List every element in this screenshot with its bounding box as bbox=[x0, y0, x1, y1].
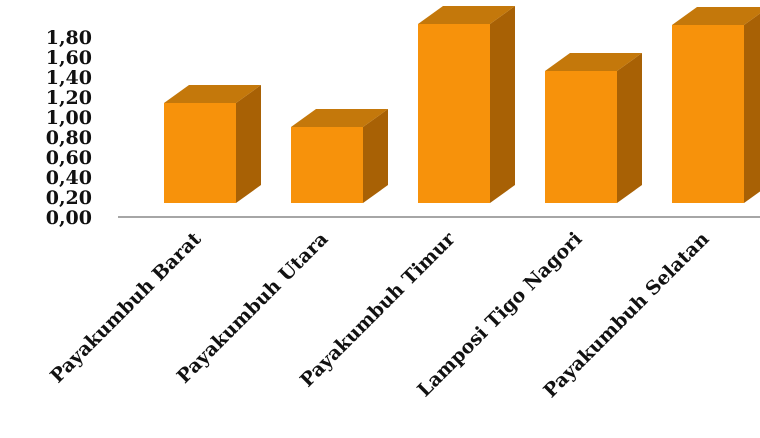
bars bbox=[164, 6, 760, 203]
y-tick-label: 1,40 bbox=[46, 67, 92, 89]
bar-side bbox=[490, 6, 515, 203]
bar-side bbox=[617, 53, 642, 203]
bar-front bbox=[164, 103, 236, 203]
bar-top bbox=[291, 109, 388, 127]
y-tick-label: 0,40 bbox=[46, 167, 92, 189]
y-tick-label: 0,20 bbox=[46, 187, 92, 209]
bar-side bbox=[744, 13, 760, 203]
y-tick-label: 1,80 bbox=[46, 27, 92, 49]
bar bbox=[672, 7, 760, 203]
bar-side bbox=[236, 85, 261, 203]
bar-front bbox=[418, 24, 490, 203]
bar bbox=[545, 53, 642, 203]
bar-top bbox=[672, 7, 760, 25]
y-tick-label: 1,60 bbox=[46, 47, 92, 69]
bar-side bbox=[363, 109, 388, 203]
y-tick-label: 0,00 bbox=[46, 207, 92, 229]
bar bbox=[291, 109, 388, 203]
bar-top bbox=[164, 85, 261, 103]
y-axis-ticks: 0,000,200,400,600,801,001,201,401,601,80 bbox=[46, 27, 92, 229]
bar-front bbox=[291, 127, 363, 203]
bar-top bbox=[545, 53, 642, 71]
bar-top bbox=[418, 6, 515, 24]
y-tick-label: 0,80 bbox=[46, 127, 92, 149]
y-tick-label: 1,20 bbox=[46, 87, 92, 109]
bar-front bbox=[672, 25, 744, 203]
y-tick-label: 0,60 bbox=[46, 147, 92, 169]
bar bbox=[164, 85, 261, 203]
y-tick-label: 1,00 bbox=[46, 107, 92, 129]
bar bbox=[418, 6, 515, 203]
bar-front bbox=[545, 71, 617, 203]
